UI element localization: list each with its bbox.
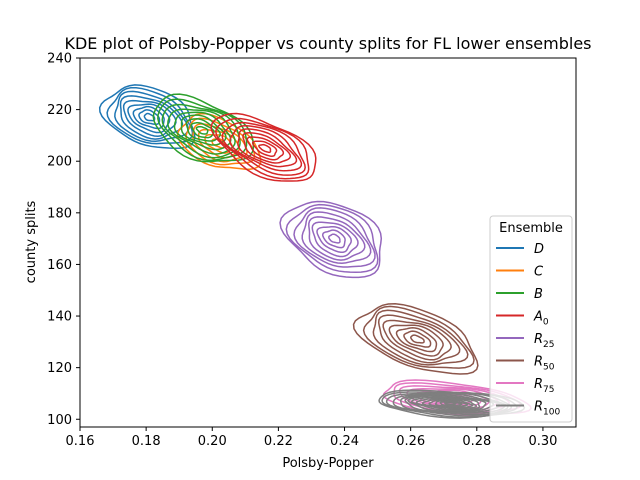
contour-series-5 [279,200,383,279]
x-tick-label: 0.26 [396,434,425,449]
contour-level [385,391,513,417]
contour-level [251,140,278,157]
contour-level [285,203,379,274]
y-tick-label: 120 [47,361,72,376]
y-tick-label: 240 [47,52,72,67]
contour-level [439,401,463,407]
contour-layer [98,84,532,419]
contour-level [311,221,359,258]
contour-level [403,330,432,348]
x-tick-label: 0.18 [132,434,161,449]
contour-level [372,309,469,366]
contour-level [119,95,184,140]
contour-level [410,334,425,344]
contour-level [321,229,346,249]
contour-level [301,211,372,264]
y-axis: 100 120 140 160 180 200 220 240 [47,52,80,428]
contour-level [400,392,506,414]
contour-level [246,136,285,161]
contour-level [293,207,376,268]
y-tick-label: 200 [47,155,72,170]
contour-level [308,216,366,261]
contour-level [190,122,215,139]
contour-level [215,117,310,180]
contour-level [237,128,298,168]
contour-series-8 [378,389,526,419]
contour-level [415,397,481,411]
contour-level [221,121,306,176]
contour-level [138,109,161,126]
contour-level [377,314,461,364]
contour-level [143,112,156,122]
x-tick-label: 0.30 [528,434,557,449]
x-tick-label: 0.20 [198,434,227,449]
contour-level [185,118,221,142]
legend-entry-label: D [534,242,544,257]
contour-series-3 [152,93,255,163]
contour-level [195,125,209,135]
legend-entry-label: B [534,287,543,302]
contour-level [180,114,227,146]
contour-level [392,392,509,416]
y-tick-label: 220 [47,103,72,118]
contour-level [382,319,452,361]
legend-title: Ensemble [499,221,563,236]
contour-level [443,402,457,406]
contour-level [258,143,272,154]
contour-level [388,324,444,357]
plot-frame [79,57,577,428]
contour-series-4 [210,112,317,182]
contour-level [98,84,196,150]
y-tick-label: 100 [47,413,72,428]
contour-level [362,305,475,369]
contour-level [279,200,383,279]
contour-level [434,400,469,408]
contour-level [229,125,303,172]
x-tick-label: 0.28 [462,434,491,449]
x-tick-label: 0.22 [264,434,293,449]
x-tick-label: 0.24 [330,434,359,449]
contour-level [127,103,171,134]
chart-title: KDE plot of Polsby-Popper vs county spli… [64,34,591,53]
legend-box [489,215,573,423]
contour-series-6 [352,303,479,375]
y-tick-label: 180 [47,206,72,221]
contour-level [328,233,341,244]
legend-entry-label: C [534,265,544,280]
x-axis-label: Polsby-Popper [282,456,374,471]
contour-level [316,225,352,254]
contour-level [192,123,248,163]
x-tick-label: 0.16 [66,434,95,449]
contour-level [210,112,317,182]
contour-level [395,327,438,353]
contour-level [352,303,479,375]
y-tick-label: 140 [47,310,72,325]
contour-level [428,399,474,409]
y-tick-label: 160 [47,258,72,273]
contour-level [421,398,478,410]
contour-series-1 [98,84,196,150]
contour-level [242,131,292,164]
x-axis: 0.16 0.18 0.20 0.22 0.24 0.26 0.28 0.30 [66,427,557,449]
y-axis-label: county splits [24,200,39,283]
